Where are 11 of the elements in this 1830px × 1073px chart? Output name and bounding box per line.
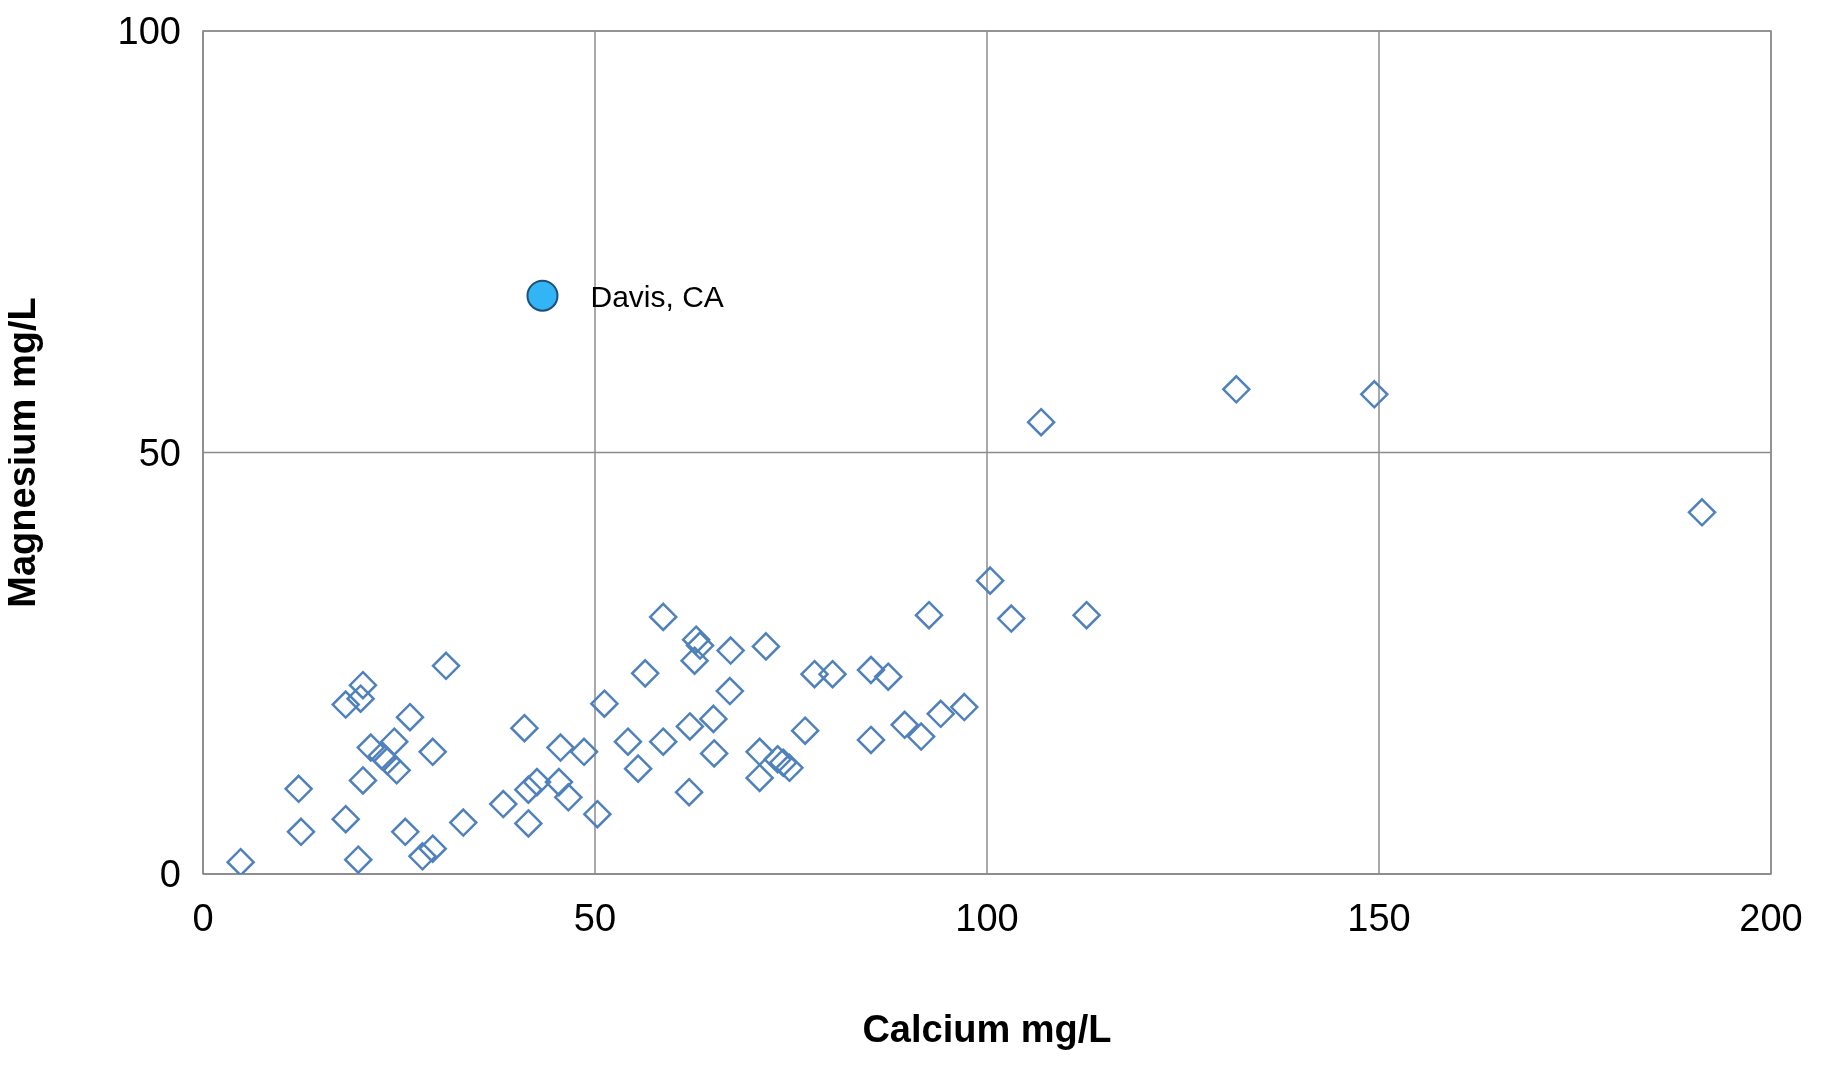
x-tick-label: 200: [1739, 896, 1803, 939]
series-label: Davis, CA: [590, 279, 724, 313]
y-tick-label: 50: [138, 431, 181, 474]
x-tick-label: 100: [955, 896, 1019, 939]
x-axis-title: Calcium mg/L: [862, 1008, 1112, 1050]
x-tick-label: 0: [192, 896, 214, 939]
y-tick-label: 0: [159, 853, 181, 896]
x-tick-label: 50: [573, 896, 617, 939]
y-tick-label: 100: [117, 10, 181, 53]
x-tick-label: 150: [1347, 896, 1411, 939]
y-axis-title: Magnesium mg/L: [1, 297, 44, 608]
